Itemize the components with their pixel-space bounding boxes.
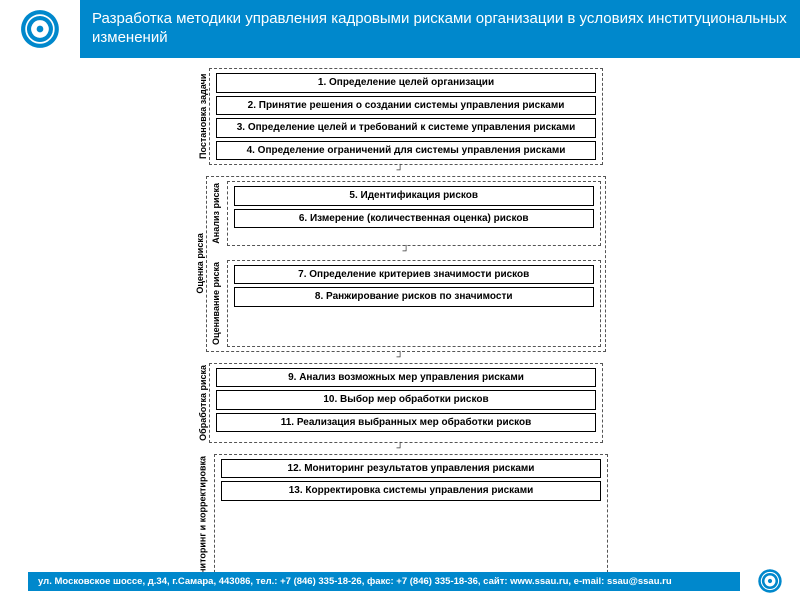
flowchart: Постановка задачи 1. Определение целей о… — [0, 58, 800, 591]
header: Разработка методики управления кадровыми… — [0, 0, 800, 58]
footer-text: ул. Московское шоссе, д.34, г.Самара, 44… — [28, 572, 740, 591]
phase-2-box: Анализ риска 5. Идентификация рисков 6. … — [206, 176, 605, 352]
step-4: 4. Определение ограничений для системы у… — [216, 141, 596, 161]
phase-3-label: Обработка риска — [197, 363, 209, 443]
phase-2-sub-2: Оценивание риска 7. Определение критерие… — [211, 260, 600, 347]
phase-2-sub-1: Анализ риска 5. Идентификация рисков 6. … — [211, 181, 600, 246]
phase-2-label: Оценка риска — [194, 176, 206, 352]
spiral-logo-icon — [757, 568, 783, 594]
phase-2-sub-1-box: 5. Идентификация рисков 6. Измерение (ко… — [227, 181, 601, 246]
phase-1-label: Постановка задачи — [197, 68, 209, 165]
phase-2: Оценка риска Анализ риска 5. Идентификац… — [194, 176, 605, 352]
step-8: 8. Ранжирование рисков по значимости — [234, 287, 594, 307]
step-13: 13. Корректировка системы управления рис… — [221, 481, 601, 501]
page-title: Разработка методики управления кадровыми… — [80, 0, 800, 58]
step-5: 5. Идентификация рисков — [234, 186, 594, 206]
connector: ┘ — [396, 355, 403, 363]
step-7: 7. Определение критериев значимости риск… — [234, 265, 594, 285]
step-2: 2. Принятие решения о создании системы у… — [216, 96, 596, 116]
step-9: 9. Анализ возможных мер управления риска… — [216, 368, 596, 388]
connector: ┘ — [211, 249, 600, 257]
step-3: 3. Определение целей и требований к сист… — [216, 118, 596, 138]
logo-bottom — [740, 568, 800, 594]
logo-top — [0, 0, 80, 58]
footer: ул. Московское шоссе, д.34, г.Самара, 44… — [0, 568, 800, 594]
phase-2-sub-2-box: 7. Определение критериев значимости риск… — [227, 260, 601, 347]
step-11: 11. Реализация выбранных мер обработки р… — [216, 413, 596, 433]
spiral-logo-icon — [19, 8, 61, 50]
phase-3-box: 9. Анализ возможных мер управления риска… — [209, 363, 603, 443]
step-6: 6. Измерение (количественная оценка) рис… — [234, 209, 594, 229]
step-1: 1. Определение целей организации — [216, 73, 596, 93]
phase-1: Постановка задачи 1. Определение целей о… — [197, 68, 603, 165]
connector: ┘ — [396, 446, 403, 454]
phase-3: Обработка риска 9. Анализ возможных мер … — [197, 363, 603, 443]
step-10: 10. Выбор мер обработки рисков — [216, 390, 596, 410]
phase-2-sub-2-label: Оценивание риска — [211, 260, 222, 347]
phase-2-sub-1-label: Анализ риска — [211, 181, 222, 246]
phase-1-box: 1. Определение целей организации 2. Прин… — [209, 68, 603, 165]
connector: ┘ — [396, 168, 403, 176]
step-12: 12. Мониторинг результатов управления ри… — [221, 459, 601, 479]
